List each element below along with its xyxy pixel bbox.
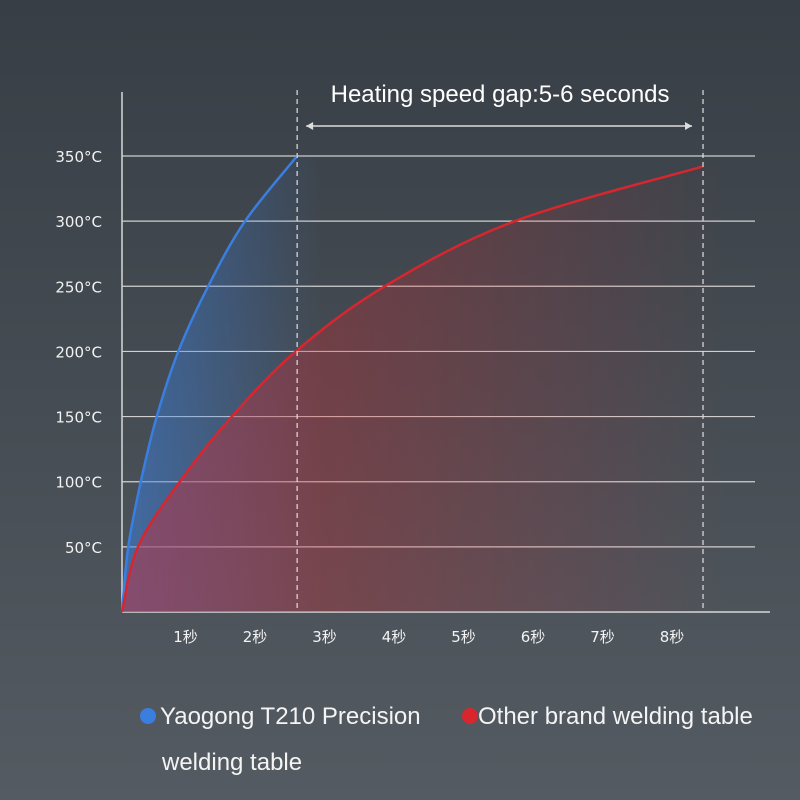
x-tick-label: 7秒: [590, 628, 615, 646]
legend-item-yaogong: Yaogong T210 Precision welding table: [140, 694, 421, 786]
red-dot-icon: [462, 707, 478, 724]
legend-label-cont: welding table: [162, 749, 303, 776]
y-tick-label: 300°C: [55, 213, 102, 231]
x-tick-label: 2秒: [243, 628, 268, 646]
x-tick-label: 3秒: [312, 628, 337, 646]
x-tick-label: 6秒: [521, 628, 546, 646]
y-tick-label: 50°C: [65, 539, 102, 557]
chart-title: Heating speed gap:5-6 seconds: [331, 81, 670, 108]
arrow-left-icon: [306, 122, 314, 130]
legend-label: Other brand welding table: [478, 703, 753, 730]
arrow-right-icon: [685, 122, 693, 130]
series-fill: [122, 166, 729, 612]
y-tick-label: 100°C: [55, 474, 102, 492]
blue-dot-icon: [140, 707, 156, 724]
y-tick-label: 350°C: [55, 148, 102, 166]
x-tick-label: 5秒: [451, 628, 476, 646]
x-tick-label: 1秒: [173, 628, 198, 646]
y-tick-label: 200°C: [55, 343, 102, 361]
series-line: [120, 165, 704, 613]
x-tick-label: 4秒: [382, 628, 407, 646]
y-tick-label: 150°C: [55, 409, 102, 427]
legend-label: Yaogong T210 Precision: [160, 703, 421, 730]
y-tick-label: 250°C: [55, 278, 102, 296]
legend-item-other: Other brand welding table: [462, 694, 753, 740]
x-tick-label: 8秒: [660, 628, 685, 646]
series-line: [120, 155, 299, 613]
